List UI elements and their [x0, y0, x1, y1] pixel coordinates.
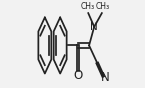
Text: N: N: [90, 22, 98, 32]
Text: O: O: [73, 69, 83, 82]
Text: CH₃: CH₃: [95, 2, 109, 11]
Text: CH₃: CH₃: [81, 2, 95, 11]
Text: N: N: [101, 71, 110, 84]
